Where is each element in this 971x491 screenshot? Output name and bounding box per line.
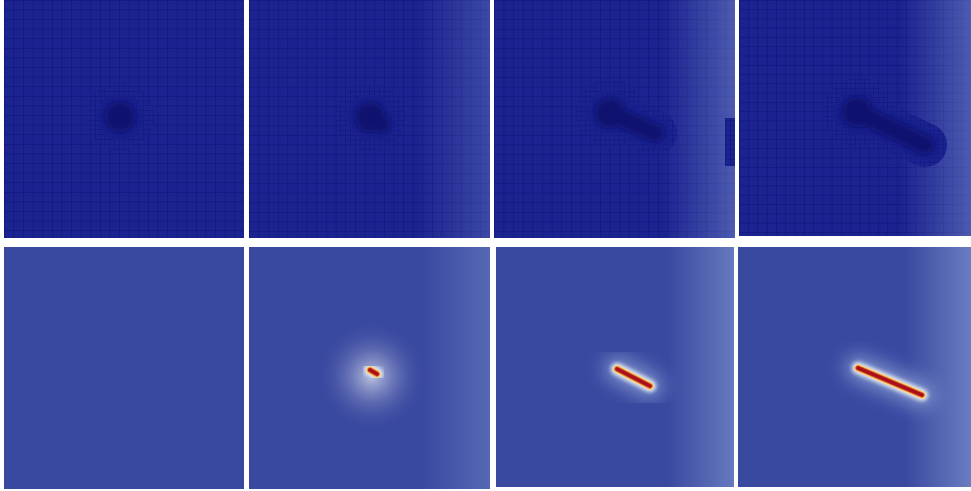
refined-core: [842, 97, 934, 154]
field-panel-1: [4, 247, 244, 489]
crack: [856, 366, 924, 397]
mesh-panel-1: [4, 0, 244, 238]
refined-core: [355, 102, 390, 133]
field-background: [4, 247, 244, 489]
crack: [368, 368, 379, 376]
refined-core: [595, 98, 664, 142]
field-panel-4: [738, 247, 971, 487]
field-panel-3: [496, 247, 734, 487]
mesh-panel-4: [739, 0, 971, 236]
crack: [615, 367, 652, 388]
mesh-panel-2: [249, 0, 490, 238]
mesh-panel-3: [494, 0, 735, 238]
field-panel-2: [249, 247, 490, 489]
refined-core: [105, 102, 135, 132]
